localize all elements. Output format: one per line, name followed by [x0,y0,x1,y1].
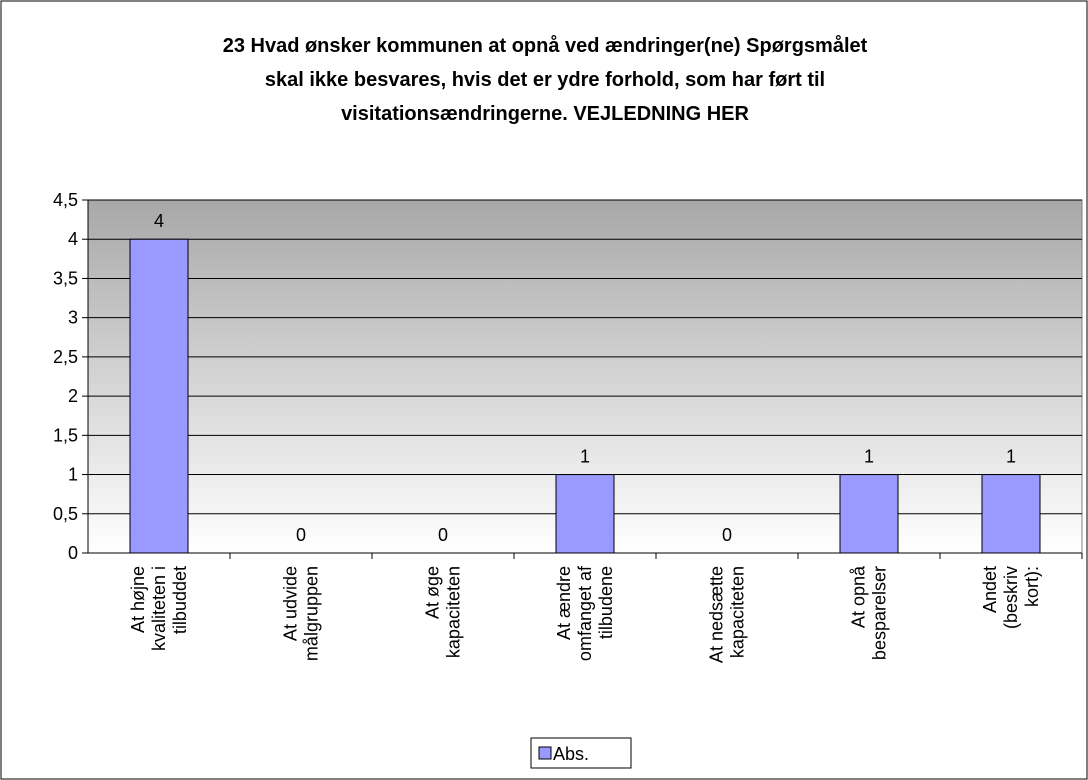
bar [981,474,1041,554]
y-tick-label: 3 [68,308,78,328]
x-tick-label: Andet(beskrivkort): [980,566,1042,629]
legend-label: Abs. [553,744,589,764]
y-tick-label: 0 [68,543,78,563]
x-tick-label: At udvidemålgruppen [281,566,322,661]
y-tick-label: 2,5 [53,347,78,367]
y-tick-label: 2 [68,386,78,406]
data-label: 4 [154,211,164,231]
bar [555,474,615,554]
x-tick-label: At nedsættekapaciteten [707,566,748,663]
chart-title: 23 Hvad ønsker kommunen at opnå ved ændr… [223,34,868,125]
x-tick-label: At højnekvaliteten itilbuddet [128,566,190,651]
data-label: 1 [864,447,874,467]
x-tick-label: At øgekapaciteten [423,566,464,658]
y-tick-label: 4 [68,229,78,249]
legend-swatch [538,746,552,760]
y-tick-label: 3,5 [53,268,78,288]
data-label: 0 [438,525,448,545]
x-tick-label: At ændreomfanget aftilbudene [554,565,616,661]
y-tick-label: 1 [68,465,78,485]
y-tick-label: 4,5 [53,190,78,210]
y-tick-label: 0,5 [53,504,78,524]
bar [839,474,899,554]
data-label: 0 [296,525,306,545]
y-tick-label: 1,5 [53,425,78,445]
data-label: 1 [580,447,590,467]
bar [129,238,189,554]
x-tick-label: At opnåbesparelser [849,565,890,660]
data-label: 1 [1006,447,1016,467]
data-label: 0 [722,525,732,545]
